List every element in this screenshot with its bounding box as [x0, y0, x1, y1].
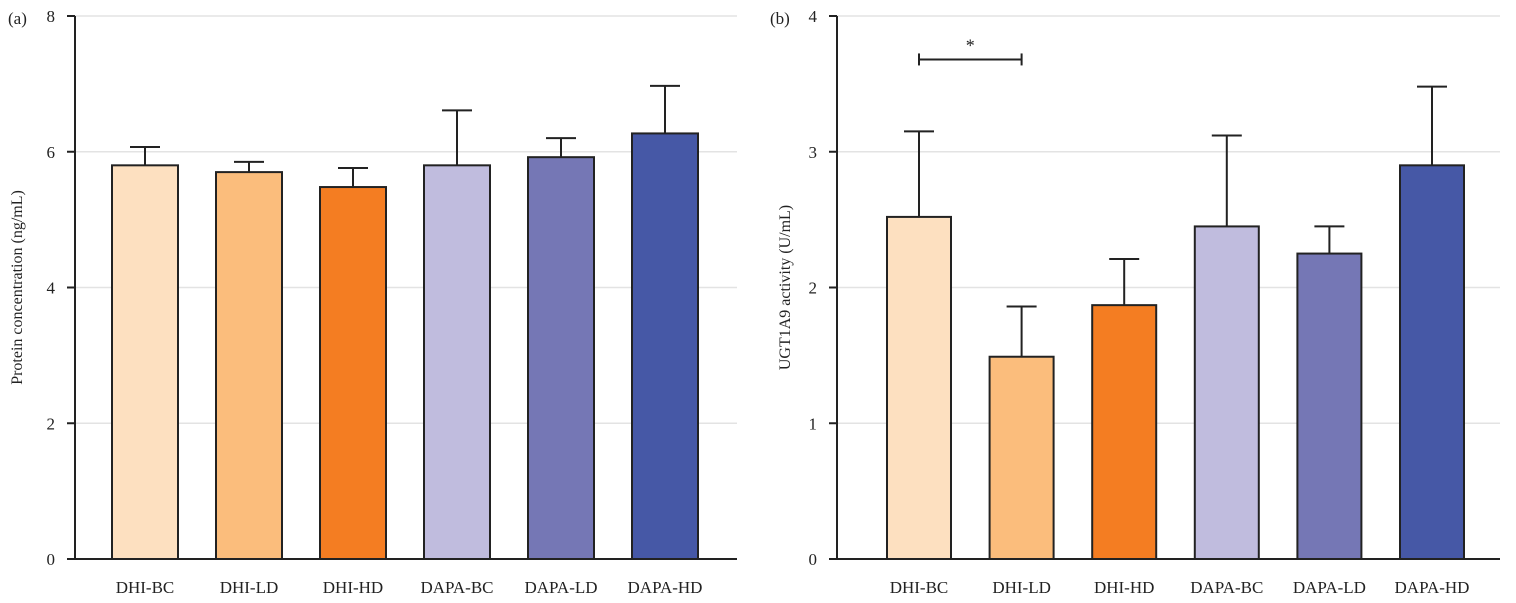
y-tick-label: 0 — [809, 550, 818, 569]
y-tick-label: 0 — [47, 550, 56, 569]
x-tick-label: DAPA-LD — [1293, 578, 1366, 597]
y-tick-label: 2 — [809, 279, 818, 298]
x-tick-label: DAPA-HD — [628, 578, 703, 597]
significance-label: * — [966, 35, 975, 55]
panel-a: 0 2 4 6 8 (a) Protein concentration (ng/mL) DHI… — [8, 7, 737, 597]
bar-dapa-ld — [1296, 252, 1363, 560]
bar-dhi-hd — [1091, 304, 1158, 560]
x-tick-label: DAPA-BC — [1190, 578, 1263, 597]
y-tick-label: 8 — [47, 7, 56, 26]
x-tick-label: DHI-HD — [323, 578, 383, 597]
panel-label: (a) — [8, 9, 27, 28]
panel-b: 0 1 2 3 4 (b) UGT1A9 activity (U/mL) DHI-BC DHI-… — [770, 7, 1500, 597]
x-tick-label: DHI-LD — [220, 578, 279, 597]
bar-dapa-hd — [1399, 164, 1465, 560]
x-tick-label: DHI-BC — [116, 578, 175, 597]
y-tick-label: 4 — [809, 7, 818, 26]
x-tick-label: DAPA-HD — [1395, 578, 1470, 597]
panel-label: (b) — [770, 9, 790, 28]
bar-dapa-bc — [423, 164, 491, 560]
y-tick-label: 1 — [809, 414, 818, 433]
bar-dhi-bc — [886, 215, 952, 560]
y-tick-label: 4 — [47, 279, 56, 298]
x-tick-label: DAPA-BC — [420, 578, 493, 597]
bar-dapa-hd — [631, 132, 699, 561]
bar-dhi-hd — [319, 186, 387, 560]
bar-dhi-bc — [111, 164, 179, 560]
y-tick-label: 2 — [47, 414, 56, 433]
bar-dapa-bc — [1193, 225, 1260, 560]
y-tick-label: 3 — [809, 143, 818, 162]
y-axis-label: Protein concentration (ng/mL) — [9, 190, 26, 385]
x-tick-label: DHI-BC — [890, 578, 949, 597]
bar-dhi-ld — [215, 171, 283, 561]
bar-dhi-ld — [988, 355, 1055, 561]
x-tick-label: DAPA-LD — [524, 578, 597, 597]
bar-dapa-ld — [527, 156, 595, 560]
y-axis-label: UGT1A9 activity (U/mL) — [777, 205, 794, 370]
x-tick-label: DHI-LD — [992, 578, 1051, 597]
x-tick-label: DHI-HD — [1094, 578, 1154, 597]
y-tick-label: 6 — [47, 143, 56, 162]
